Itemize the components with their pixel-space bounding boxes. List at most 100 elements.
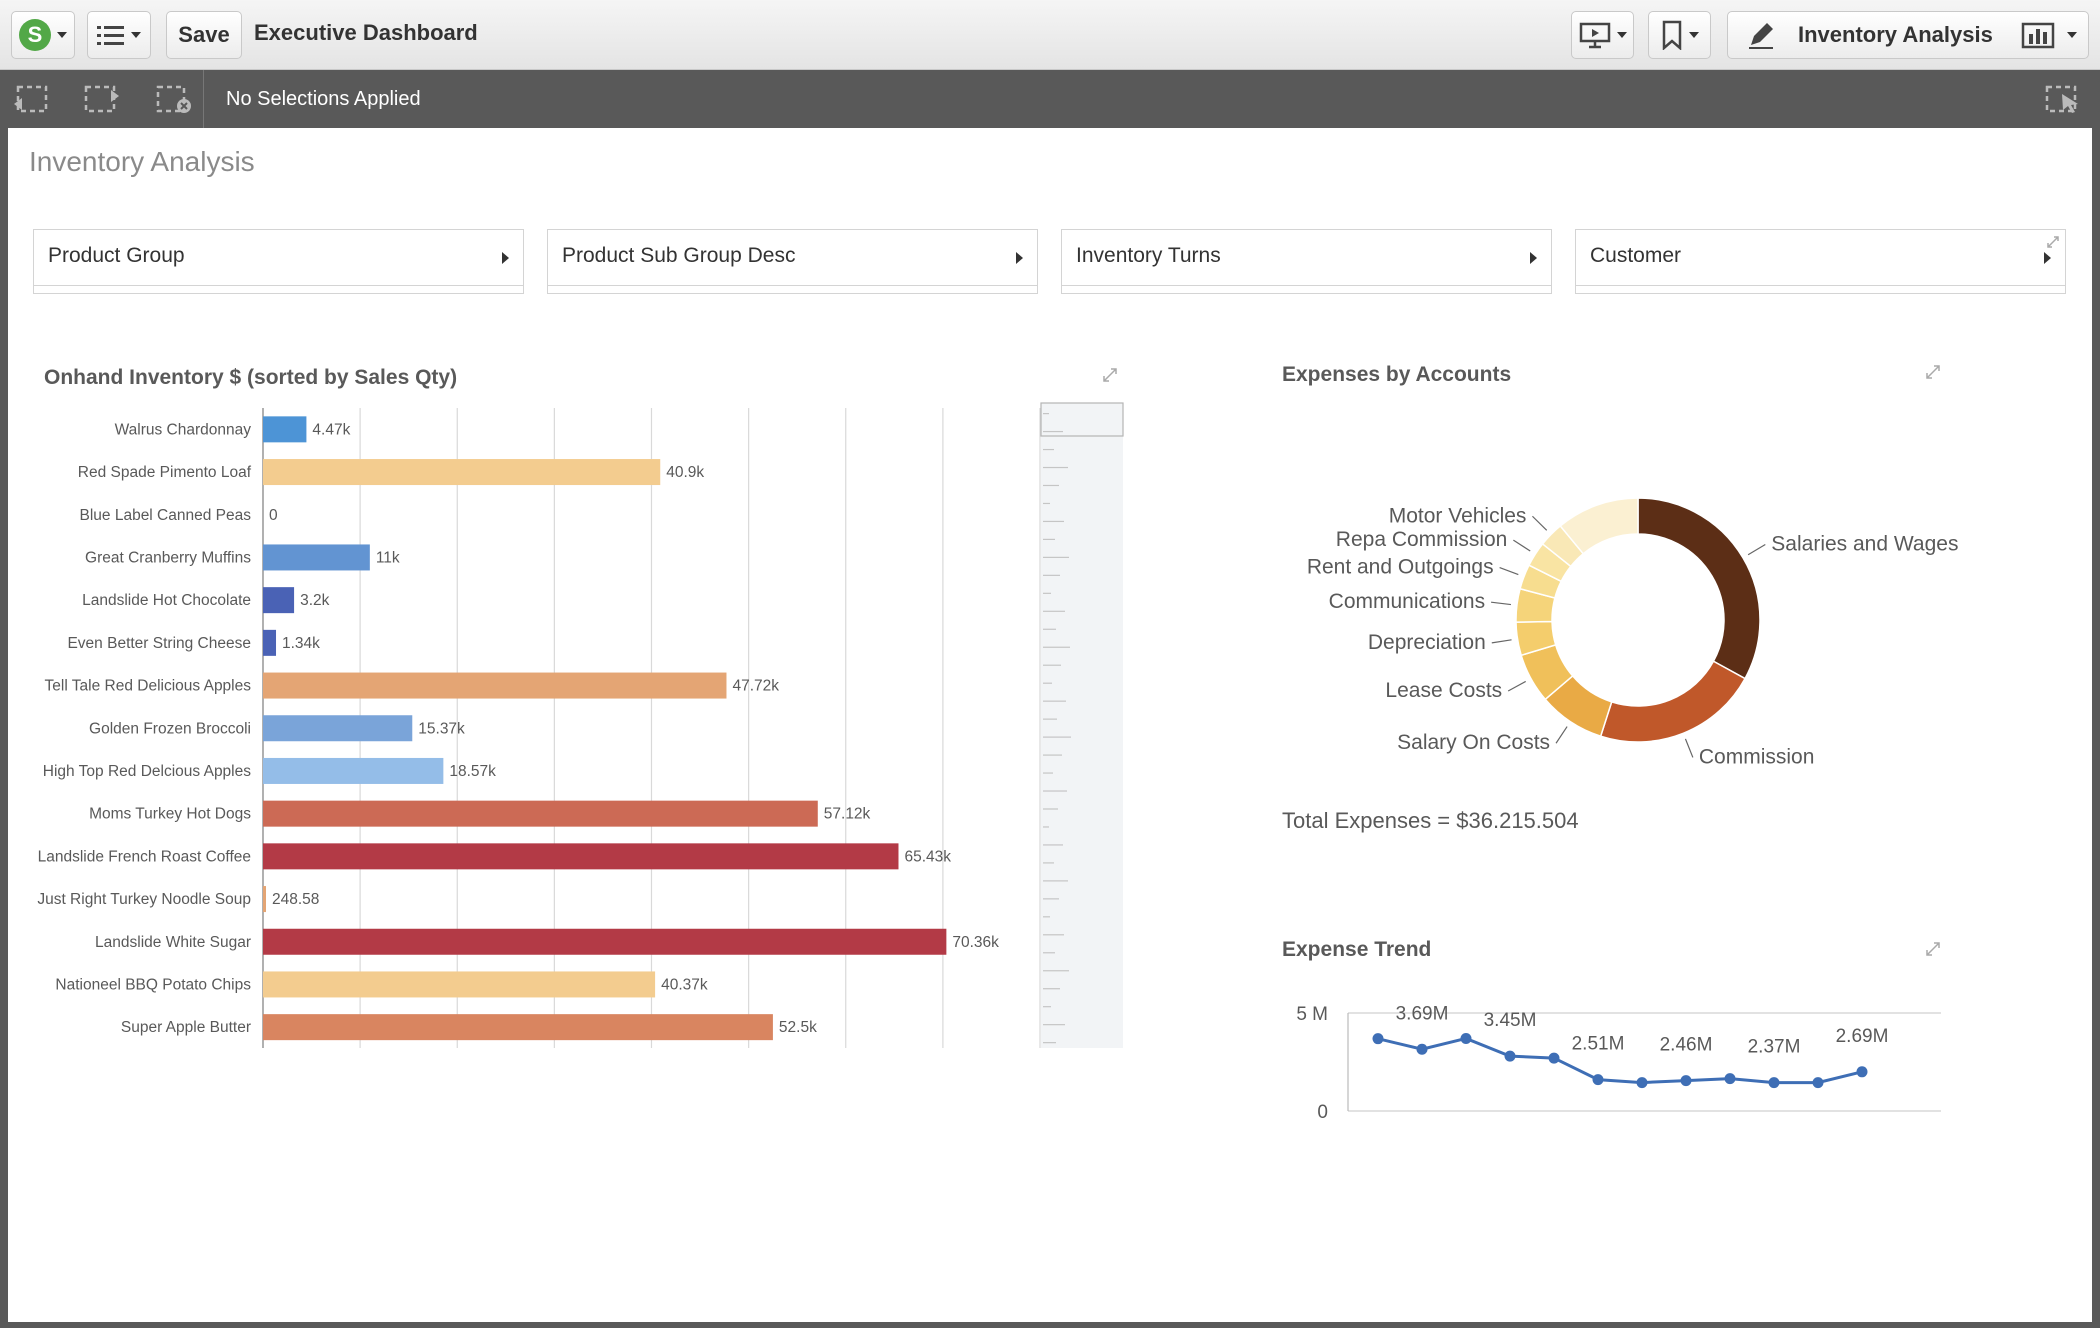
chevron-down-icon <box>57 32 67 38</box>
data-label: 2.46M <box>1660 1035 1713 1056</box>
bar-value-label: 4.47k <box>312 421 350 438</box>
global-menu-button[interactable] <box>87 11 151 59</box>
bar-value-label: 47.72k <box>732 678 779 695</box>
selections-status: No Selections Applied <box>226 88 421 110</box>
app-title: Executive Dashboard <box>254 20 478 45</box>
line-chart-title: Expense Trend <box>1282 938 1432 961</box>
data-point <box>1548 1052 1560 1064</box>
expand-icon[interactable] <box>1924 363 1942 381</box>
expand-arrow-icon <box>2044 252 2051 264</box>
scrollbar-minibar <box>1043 970 1069 972</box>
expand-arrow-icon <box>1530 252 1537 264</box>
data-point <box>1812 1077 1824 1089</box>
story-button[interactable] <box>1571 11 1634 59</box>
bar-value-label: 1.34k <box>282 635 320 652</box>
bar-chart: 010k20k30k40k50k60k70k80kWalrus Chardonn… <box>37 402 1124 1048</box>
bar <box>263 544 370 571</box>
slice-label: Salaries and Wages <box>1771 533 1958 556</box>
category-label: Even Better String Cheese <box>67 635 251 652</box>
data-label: 3.69M <box>1396 1003 1449 1024</box>
save-button-label: Save <box>178 22 230 47</box>
scrollbar-minibar <box>1043 880 1068 882</box>
bar <box>263 416 307 443</box>
scrollbar-minibar <box>1043 808 1058 810</box>
clear-selections-icon[interactable] <box>155 84 193 114</box>
selections-tool-icon[interactable] <box>2044 84 2082 114</box>
bar <box>263 587 295 614</box>
scrollbar-minibar <box>1043 574 1060 576</box>
scrollbar-thumb <box>1040 402 1124 437</box>
leader-line <box>1747 544 1766 556</box>
data-label: 2.37M <box>1748 1037 1801 1058</box>
bar-value-label: 15.37k <box>418 720 465 737</box>
chevron-down-icon <box>1616 32 1627 38</box>
filter-label: Customer <box>1590 244 1682 267</box>
app-menu-button[interactable]: S <box>11 11 75 59</box>
filter-inventory-turns[interactable]: Inventory Turns <box>1061 229 1552 294</box>
bar-value-label: 65.43k <box>904 848 951 865</box>
scrollbar-minibar <box>1043 934 1064 936</box>
bar <box>263 757 444 784</box>
expand-icon[interactable] <box>1924 940 1942 958</box>
category-label: Golden Frozen Broccoli <box>89 720 251 737</box>
scrollbar-minibar <box>1043 448 1054 451</box>
divider <box>34 285 523 286</box>
bar-value-label: 70.36k <box>952 934 999 951</box>
category-label: Just Right Turkey Noodle Soup <box>37 891 251 908</box>
scrollbar-minibar <box>1043 466 1068 469</box>
slice-label: Repa Commission <box>1336 528 1508 551</box>
data-point <box>1504 1050 1516 1062</box>
category-label: Tell Tale Red Delicious Apples <box>45 678 252 695</box>
step-forward-icon[interactable] <box>83 84 121 114</box>
expand-icon[interactable] <box>1101 366 1119 384</box>
divider <box>548 285 1037 286</box>
donut-slice <box>1637 497 1761 680</box>
scrollbar-minibar <box>1043 413 1049 415</box>
scrollbar-track <box>1041 403 1123 1048</box>
chevron-down-icon <box>1688 32 1699 38</box>
data-point <box>1372 1033 1384 1045</box>
presentation-icon <box>1579 22 1610 49</box>
filter-product-group[interactable]: Product Group <box>33 229 524 294</box>
scrollbar-minibar <box>1043 898 1059 900</box>
bar-value-label: 52.5k <box>779 1019 817 1036</box>
slice-label: Rent and Outgoings <box>1307 556 1494 579</box>
filter-product-sub-group-desc[interactable]: Product Sub Group Desc <box>547 229 1038 294</box>
filter-label: Product Group <box>48 244 185 267</box>
scrollbar-minibar <box>1043 988 1060 990</box>
sheet-chart-icon <box>2021 22 2055 49</box>
scrollbar-minibar <box>1043 862 1054 864</box>
filter-customer[interactable]: Customer <box>1575 229 2066 294</box>
expand-arrow-icon <box>502 252 509 264</box>
scrollbar-minibar <box>1043 772 1053 774</box>
bar <box>263 971 656 998</box>
bar <box>263 928 947 955</box>
scrollbar-minibar <box>1043 700 1066 702</box>
sheet-switcher[interactable]: Inventory Analysis <box>1727 11 2089 59</box>
scrollbar-minibar <box>1043 1006 1051 1008</box>
data-point <box>1856 1066 1868 1078</box>
leader-line <box>1507 680 1526 692</box>
slice-label: Salary On Costs <box>1397 731 1550 754</box>
current-sheet-name: Inventory Analysis <box>1798 22 1993 47</box>
category-label: High Top Red Delcious Apples <box>43 763 251 780</box>
bar <box>263 715 413 742</box>
data-point <box>1460 1032 1472 1044</box>
step-back-icon[interactable] <box>12 84 50 114</box>
save-button[interactable]: Save <box>166 11 242 59</box>
bar-value-label: 18.57k <box>449 763 496 780</box>
chevron-down-icon <box>2066 32 2077 38</box>
scrollbar-minibar <box>1043 484 1059 487</box>
category-label: Landslide French Roast Coffee <box>38 848 251 865</box>
scrollbar-minibar <box>1043 520 1064 523</box>
category-label: Landslide Hot Chocolate <box>82 592 251 609</box>
category-label: Super Apple Butter <box>121 1019 251 1036</box>
bar <box>263 459 661 486</box>
page-title: Inventory Analysis <box>29 146 255 177</box>
bar-value-label: 40.37k <box>661 976 708 993</box>
scrollbar-minibar <box>1043 430 1063 433</box>
fullscreen-icon[interactable] <box>2045 234 2061 250</box>
total-expenses-label: Total Expenses = $36.215.504 <box>1282 808 1579 833</box>
bookmark-button[interactable] <box>1648 11 1711 59</box>
line-chart: 5 M 0 3.69M 3.45M 2.51M 2.46M 2.37M 2.69M <box>1296 1003 1941 1123</box>
